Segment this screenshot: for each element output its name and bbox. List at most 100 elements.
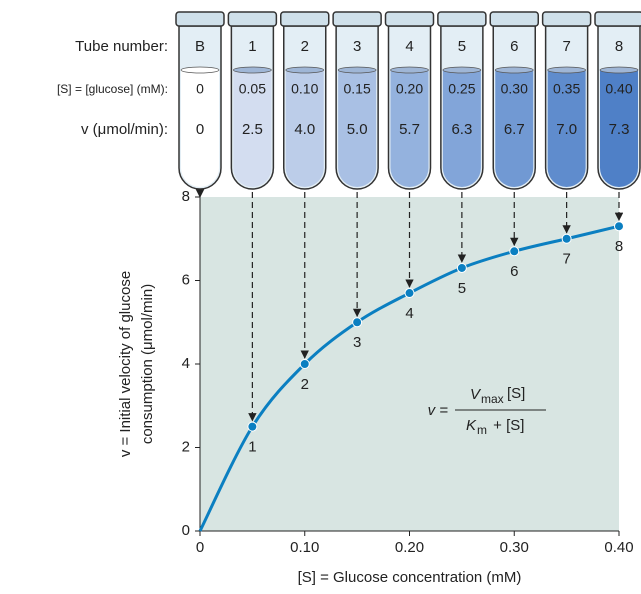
liquid-surface bbox=[233, 66, 272, 74]
tube-number: 2 bbox=[301, 38, 309, 55]
tube-rim bbox=[437, 11, 487, 27]
tube: 8 0.40 7.3 bbox=[594, 11, 641, 190]
tube-number: 1 bbox=[248, 38, 256, 55]
tube-liquid bbox=[181, 70, 219, 187]
data-point bbox=[614, 221, 624, 232]
tube-conc: 0.35 bbox=[553, 81, 580, 97]
tube: 7 0.35 7.0 bbox=[541, 11, 592, 190]
liquid-surface bbox=[337, 66, 377, 74]
tube-liquid bbox=[547, 70, 586, 187]
point-label: 4 bbox=[405, 305, 413, 322]
tube-rim bbox=[280, 11, 330, 27]
tube-number: B bbox=[195, 38, 205, 55]
eq-v: V bbox=[470, 386, 482, 403]
y-axis-label: v = Initial velocity of glucose bbox=[117, 271, 134, 457]
tube-velocity: 4.0 bbox=[294, 121, 315, 138]
data-point bbox=[509, 246, 520, 257]
x-axis-label: [S] = Glucose concentration (mM) bbox=[298, 569, 522, 586]
row-label: Tube number: bbox=[75, 38, 168, 55]
tube: 5 0.25 6.3 bbox=[437, 11, 487, 190]
tube-rim bbox=[489, 11, 539, 27]
tube-liquid bbox=[338, 70, 377, 187]
point-label: 8 bbox=[615, 238, 623, 255]
tube-number: 6 bbox=[510, 38, 518, 55]
tube-number: 8 bbox=[615, 38, 623, 55]
x-tick-label: 0.10 bbox=[290, 539, 319, 556]
eq-k: K bbox=[466, 417, 477, 434]
tube-velocity: 2.5 bbox=[242, 121, 263, 138]
tube-velocity: 7.3 bbox=[609, 121, 630, 138]
y-tick-label: 4 bbox=[182, 355, 190, 372]
tube-conc: 0 bbox=[196, 81, 204, 97]
row-label: v (μmol/min): bbox=[81, 121, 168, 138]
tube-conc: 0.25 bbox=[448, 81, 475, 97]
tube: 1 0.05 2.5 bbox=[227, 11, 278, 190]
point-label: 3 bbox=[353, 334, 361, 351]
data-point bbox=[352, 317, 363, 328]
eq-rest: + [S] bbox=[489, 417, 524, 434]
liquid-surface bbox=[599, 66, 639, 74]
data-point bbox=[404, 288, 415, 299]
y-axis-label: consumption (μmol/min) bbox=[139, 284, 156, 444]
tube-rim bbox=[384, 11, 435, 27]
tube-velocity: 6.7 bbox=[504, 121, 525, 138]
tube: B 0 0 bbox=[175, 11, 225, 190]
liquid-surface bbox=[494, 66, 534, 74]
tube-rim bbox=[594, 11, 641, 27]
data-point bbox=[247, 421, 258, 432]
tube-liquid bbox=[442, 70, 481, 187]
tube-velocity: 0 bbox=[196, 121, 204, 138]
point-label: 2 bbox=[301, 376, 309, 393]
tube-number: 5 bbox=[458, 38, 466, 55]
point-label: 6 bbox=[510, 263, 518, 280]
liquid-surface bbox=[390, 66, 429, 74]
row-label: [S] = [glucose] (mM): bbox=[57, 82, 168, 96]
liquid-surface bbox=[285, 66, 325, 74]
tube-number: 7 bbox=[562, 38, 570, 55]
liquid-surface bbox=[547, 66, 586, 74]
tube-velocity: 7.0 bbox=[556, 121, 577, 138]
tube-liquid bbox=[390, 70, 429, 187]
tube-number: 4 bbox=[405, 38, 413, 55]
tube-rim bbox=[541, 11, 592, 27]
y-tick-label: 2 bbox=[182, 438, 190, 455]
tube-liquid bbox=[285, 70, 324, 187]
data-point bbox=[456, 262, 467, 273]
y-tick-label: 0 bbox=[182, 522, 190, 539]
tube: 6 0.30 6.7 bbox=[489, 11, 539, 190]
eq-vsub: max bbox=[481, 392, 504, 406]
eq-ksub: m bbox=[477, 423, 487, 437]
liquid-surface bbox=[442, 66, 482, 74]
x-tick-label: 0.20 bbox=[395, 539, 424, 556]
tube-rim bbox=[332, 11, 382, 27]
tube-velocity: 5.0 bbox=[347, 121, 368, 138]
point-label: 5 bbox=[458, 280, 466, 297]
tube: 4 0.20 5.7 bbox=[384, 11, 435, 190]
tube-conc: 0.10 bbox=[291, 81, 318, 97]
x-tick-label: 0 bbox=[196, 539, 204, 556]
y-tick-label: 6 bbox=[182, 271, 190, 288]
tube-rim bbox=[175, 11, 225, 27]
liquid-surface bbox=[180, 66, 220, 74]
tube-liquid bbox=[495, 70, 534, 187]
data-point bbox=[561, 233, 572, 244]
tube-velocity: 5.7 bbox=[399, 121, 420, 138]
tube-velocity: 6.3 bbox=[451, 121, 472, 138]
tube-liquid bbox=[233, 70, 272, 187]
tube-conc: 0.40 bbox=[605, 81, 632, 97]
tube: 2 0.10 4.0 bbox=[280, 11, 330, 190]
x-tick-label: 0.40 bbox=[604, 539, 633, 556]
tube: 3 0.15 5.0 bbox=[332, 11, 382, 190]
tube-liquid bbox=[600, 70, 638, 187]
tube-rim bbox=[227, 11, 278, 27]
eq-s: [S] bbox=[507, 385, 525, 402]
data-point bbox=[299, 359, 310, 369]
y-tick-label: 8 bbox=[182, 188, 190, 205]
tube-conc: 0.30 bbox=[501, 81, 528, 97]
point-label: 7 bbox=[562, 251, 570, 268]
x-tick-label: 0.30 bbox=[500, 539, 529, 556]
point-label: 1 bbox=[248, 439, 256, 456]
tube-conc: 0.05 bbox=[239, 81, 266, 97]
eq-lhs: v = bbox=[428, 402, 449, 419]
